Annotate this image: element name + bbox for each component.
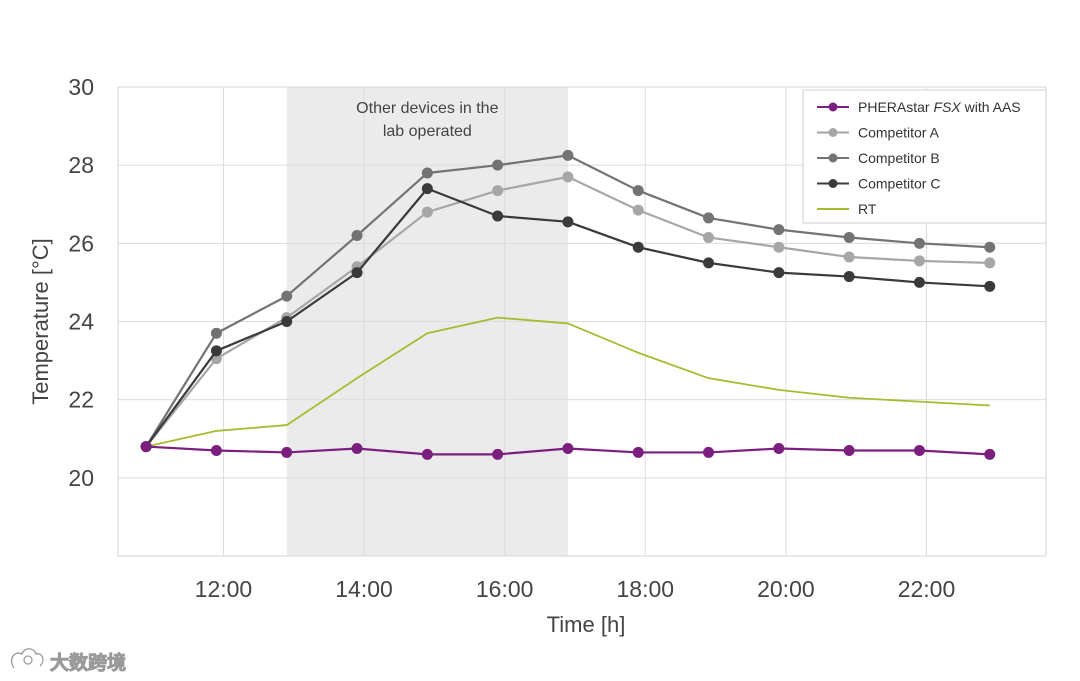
data-point (632, 446, 644, 458)
legend-swatch-marker (828, 179, 838, 188)
data-point (913, 276, 925, 288)
data-point (492, 159, 504, 171)
legend-label: Competitor C (858, 176, 940, 192)
data-point (703, 212, 715, 224)
data-point (703, 257, 715, 269)
data-point (562, 216, 574, 228)
data-point (351, 267, 363, 279)
data-point (773, 224, 785, 236)
data-point (421, 206, 433, 218)
y-axis-label: Temperature [°C] (28, 238, 53, 405)
x-tick-label: 20:00 (757, 576, 815, 602)
data-point (562, 149, 574, 161)
data-point (492, 448, 504, 460)
y-tick-label: 28 (68, 152, 94, 178)
legend-label: PHERAstar FSX with AAS (858, 99, 1021, 115)
data-point (492, 185, 504, 197)
x-axis-label: Time [h] (547, 612, 626, 637)
data-point (984, 257, 996, 269)
x-tick-label: 18:00 (616, 576, 674, 602)
data-point (843, 444, 855, 456)
series-0 (140, 441, 996, 460)
data-point (351, 230, 363, 242)
data-point (984, 280, 996, 292)
y-tick-label: 24 (68, 309, 94, 335)
watermark: 大数跨境 (9, 646, 126, 674)
watermark-text: 大数跨境 (50, 651, 126, 674)
data-point (703, 231, 715, 243)
data-point (843, 231, 855, 243)
data-point (913, 237, 925, 249)
legend-item: PHERAstar FSX with AAS (817, 99, 1021, 115)
x-tick-label: 16:00 (476, 576, 534, 602)
legend-item: Competitor B (817, 150, 940, 166)
data-point (492, 210, 504, 222)
legend-box (802, 89, 1047, 224)
legend: PHERAstar FSX with AAS Competitor A Compet… (802, 89, 1047, 224)
data-point (703, 446, 715, 458)
legend-swatch-marker (828, 153, 838, 163)
data-point (913, 444, 925, 456)
data-point (843, 271, 855, 283)
legend-label: Competitor B (858, 150, 940, 166)
data-point (421, 183, 433, 195)
data-point (632, 241, 644, 253)
data-point (281, 446, 293, 458)
y-tick-label: 30 (68, 74, 94, 100)
data-point (210, 444, 222, 456)
legend-swatch-marker (828, 128, 838, 137)
series-3 (140, 183, 996, 453)
data-point (984, 241, 996, 253)
data-point (843, 251, 855, 263)
data-point (773, 443, 785, 455)
data-point (562, 443, 574, 455)
x-tick-label: 22:00 (898, 576, 956, 602)
data-point (210, 327, 222, 339)
data-point (351, 443, 363, 455)
legend-item: Competitor C (817, 176, 940, 192)
data-point (140, 441, 152, 453)
series-4 (145, 316, 990, 448)
data-point (421, 167, 433, 179)
data-point (632, 204, 644, 216)
x-tick-labels: 12:00 14:00 16:00 18:00 20:00 22:00 (195, 576, 956, 602)
data-point (421, 448, 433, 460)
data-point (632, 185, 644, 197)
data-point (281, 316, 293, 327)
y-tick-label: 20 (68, 465, 94, 491)
legend-swatch-marker (828, 102, 838, 112)
data-point (913, 255, 925, 267)
legend-label: Competitor A (858, 125, 940, 141)
y-tick-labels: 20 22 24 26 28 30 (68, 74, 94, 491)
data-point (562, 171, 574, 183)
series-layer (140, 149, 996, 460)
data-point (281, 290, 293, 302)
data-point (773, 267, 785, 279)
x-tick-label: 14:00 (335, 576, 393, 602)
shaded-region-label-line-1: Other devices in the (356, 100, 498, 117)
series-line (145, 316, 990, 448)
plot-frame (117, 86, 1047, 557)
data-point (984, 448, 996, 460)
shaded-region-label-line-2: lab operated (383, 123, 472, 140)
data-point (210, 345, 222, 357)
legend-label: RT (858, 201, 877, 217)
x-tick-label: 12:00 (195, 576, 253, 602)
y-tick-label: 22 (68, 387, 94, 413)
cloud-swirl-icon (9, 646, 45, 670)
legend-item: Competitor A (817, 125, 940, 141)
y-tick-label: 26 (68, 230, 94, 256)
data-point (773, 241, 785, 253)
legend-item: RT (817, 201, 877, 217)
